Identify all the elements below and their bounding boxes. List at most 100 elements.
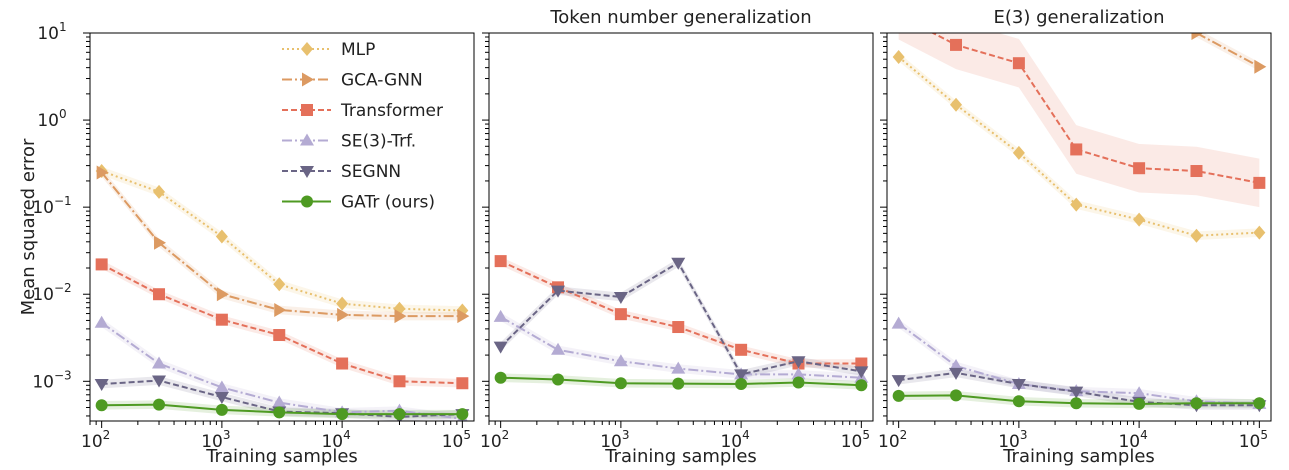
marker-gatr	[393, 408, 406, 421]
legend-item-segnn: SEGNN	[282, 162, 401, 182]
x-tick-label: 104	[1118, 428, 1147, 452]
legend-item-trf: Transformer	[282, 101, 443, 121]
marker-gatr	[273, 406, 286, 419]
marker-segnn	[214, 392, 229, 405]
marker-segnn	[671, 257, 686, 270]
legend-marker	[301, 42, 313, 56]
marker-gatr	[892, 389, 905, 402]
marker-trf	[215, 313, 228, 326]
series-line-segnn	[499, 261, 862, 376]
marker-gatr	[614, 377, 627, 390]
legend-item-gatr: GATr (ours)	[282, 193, 435, 213]
marker-gatr	[1190, 397, 1203, 410]
marker-segnn	[791, 356, 806, 369]
x-tick-label: 102	[81, 428, 110, 452]
x-tick-label: 104	[321, 428, 350, 452]
marker-mlp	[1253, 225, 1266, 240]
legend-label: SEGNN	[341, 162, 401, 182]
marker-segnn	[152, 375, 167, 388]
marker-gatr	[855, 379, 868, 392]
marker-trf	[1253, 176, 1266, 189]
marker-gatr	[735, 378, 748, 391]
marker-mlp	[336, 296, 349, 311]
marker-se3	[493, 309, 508, 322]
marker-se3	[1132, 386, 1147, 399]
marker-trf	[153, 288, 166, 301]
legend-marker	[300, 166, 314, 178]
panel-token-number-generalization: 102 103 104 105 Training samples Token number…	[480, 7, 874, 467]
marker-gatr	[1253, 397, 1266, 410]
band-segnn	[500, 258, 862, 379]
marker-trf	[494, 255, 507, 268]
panel-title: Token number generalization	[549, 7, 811, 28]
marker-se3	[152, 356, 167, 369]
marker-mlp	[273, 277, 286, 292]
x-tick-label: 105	[841, 428, 870, 452]
series-line-gca	[1196, 33, 1260, 68]
marker-gca	[394, 309, 407, 324]
marker-segnn	[734, 369, 749, 382]
legend-label: MLP	[341, 40, 375, 60]
axes-frame	[886, 32, 1272, 422]
marker-trf	[393, 375, 406, 388]
x-axis-label: Training samples	[604, 446, 757, 467]
marker-trf	[456, 377, 469, 390]
x-tick-label: 104	[720, 428, 749, 452]
marker-gatr	[552, 373, 565, 386]
marker-segnn	[854, 366, 869, 379]
legend-label: GATr (ours)	[341, 193, 435, 213]
marker-segnn	[891, 375, 906, 388]
plot-area	[94, 164, 470, 421]
marker-gatr	[153, 398, 166, 411]
x-axis-label: Training samples	[1002, 446, 1155, 467]
marker-trf	[1070, 143, 1083, 156]
marker-gca	[216, 287, 229, 302]
marker-trf	[672, 321, 685, 334]
marker-trf	[95, 258, 108, 271]
marker-mlp	[153, 184, 166, 199]
band-segnn	[101, 376, 463, 421]
band-gca	[1196, 33, 1260, 72]
marker-gca	[96, 165, 109, 180]
panel-title: E(3) generalization	[994, 7, 1165, 28]
marker-mlp	[892, 50, 905, 65]
marker-trf	[735, 343, 748, 356]
marker-gatr	[792, 376, 805, 389]
panel-e3-generalization: 102 103 104 105 Training samples E(3) general…	[878, 7, 1272, 467]
marker-se3	[671, 361, 686, 374]
marker-gca	[337, 307, 350, 322]
legend-marker	[301, 104, 313, 116]
marker-mlp	[1190, 228, 1203, 243]
x-tick-label: 102	[878, 428, 907, 452]
marker-gatr	[950, 389, 963, 402]
marker-trf	[1133, 162, 1146, 175]
marker-trf	[273, 329, 286, 342]
marker-mlp	[1012, 145, 1025, 160]
x-tick-label: 105	[1239, 428, 1268, 452]
x-tick-label: 103	[600, 428, 629, 452]
marker-gca	[154, 235, 167, 250]
marker-mlp	[215, 229, 228, 244]
marker-trf	[1190, 165, 1203, 178]
marker-se3	[272, 395, 287, 408]
legend-marker	[300, 133, 314, 146]
marker-gca	[274, 302, 287, 317]
marker-gca	[457, 309, 470, 324]
marker-gatr	[1012, 395, 1025, 408]
x-tick-label: 102	[480, 428, 509, 452]
legend: MLP GCA-GNN Transformer SE(3)-Trf. SEGNN GATr…	[282, 40, 443, 213]
plot-area	[891, 33, 1267, 413]
legend-label: Transformer	[340, 101, 443, 121]
axes-frame	[488, 32, 874, 422]
marker-gatr	[95, 399, 108, 412]
legend-marker	[301, 195, 313, 208]
marker-gatr	[456, 408, 469, 421]
marker-segnn	[493, 341, 508, 354]
marker-gatr	[1070, 397, 1083, 410]
legend-item-mlp: MLP	[282, 40, 375, 60]
marker-trf	[614, 308, 627, 321]
x-tick-label: 105	[442, 428, 471, 452]
marker-se3	[94, 315, 109, 328]
marker-gatr	[1133, 397, 1146, 410]
